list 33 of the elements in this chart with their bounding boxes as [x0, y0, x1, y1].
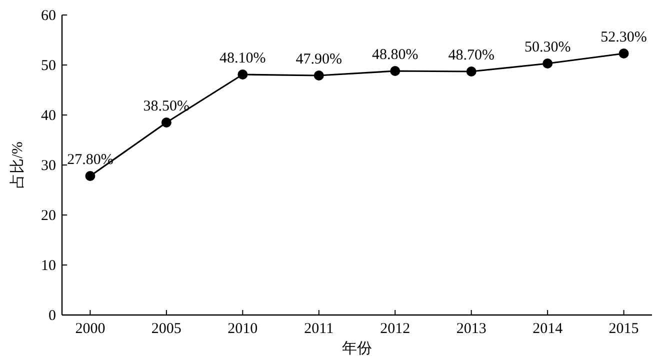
data-label: 27.80%	[67, 152, 114, 168]
point	[466, 66, 476, 76]
x-tick-label: 2005	[151, 321, 182, 337]
x-tick-label: 2014	[532, 321, 564, 337]
point	[314, 70, 324, 80]
y-tick-label: 40	[41, 108, 56, 124]
x-axis-title: 年份	[342, 340, 372, 357]
x-tick-label: 2011	[304, 321, 334, 337]
x-tick-label: 2013	[456, 321, 486, 337]
data-label: 48.70%	[448, 48, 494, 64]
data-label: 38.50%	[143, 98, 190, 114]
x-tick-label: 2010	[228, 321, 258, 337]
x-tick-label: 2012	[380, 321, 410, 337]
y-axis-title: 占比/%	[9, 142, 26, 188]
data-label: 50.30%	[524, 40, 571, 56]
data-label: 48.80%	[372, 47, 418, 63]
point	[238, 70, 248, 80]
point	[85, 171, 96, 181]
y-tick-label: 30	[41, 158, 56, 174]
point	[390, 66, 400, 76]
y-tick-label: 10	[41, 258, 56, 274]
y-tick-label: 60	[41, 8, 56, 24]
data-label: 47.90%	[296, 52, 342, 68]
y-tick-label: 20	[41, 208, 56, 224]
point	[161, 118, 172, 128]
data-label: 48.10%	[220, 50, 266, 66]
point	[542, 58, 553, 68]
y-tick-label: 0	[48, 308, 56, 324]
x-tick-label: 2015	[608, 321, 639, 337]
x-tick-label: 2000	[75, 321, 106, 337]
data-label: 52.30%	[600, 30, 647, 46]
point	[618, 48, 629, 58]
y-tick-label: 50	[41, 58, 56, 74]
